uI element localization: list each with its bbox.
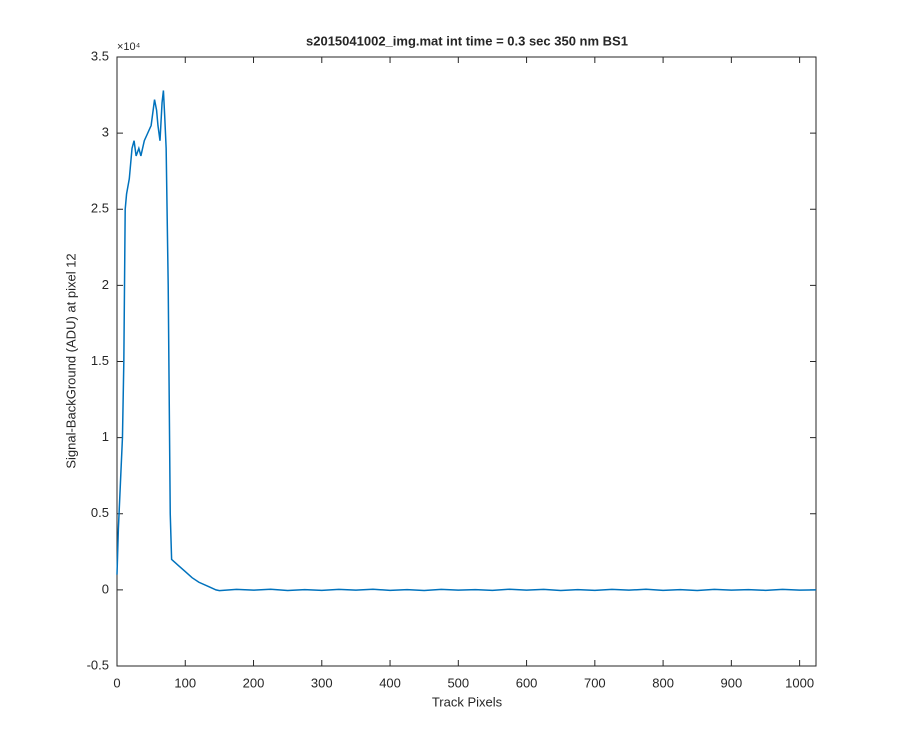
- x-axis-label: Track Pixels: [432, 694, 503, 709]
- y-tick-label: 2: [102, 277, 109, 292]
- x-tick-label: 700: [584, 675, 606, 690]
- y-tick-label: 1: [102, 429, 109, 444]
- x-tick-label: 200: [243, 675, 265, 690]
- y-axis-label: Signal-BackGround (ADU) at pixel 12: [63, 253, 78, 468]
- y-exponent-label: ×10⁴: [117, 41, 141, 53]
- data-line: [116, 90, 817, 592]
- x-tick-label: 400: [379, 675, 401, 690]
- x-tick-label: 0: [113, 675, 120, 690]
- y-tick-label: 1.5: [91, 353, 109, 368]
- x-tick-label: 500: [447, 675, 469, 690]
- x-tick-label: 600: [516, 675, 538, 690]
- y-tick-label: 0: [102, 581, 109, 596]
- y-tick-label: -0.5: [87, 657, 109, 672]
- y-tick-label: 3: [102, 125, 109, 140]
- x-tick-label: 900: [721, 675, 743, 690]
- chart-title: s2015041002_img.mat int time = 0.3 sec 3…: [306, 33, 628, 48]
- x-tick-label: 1000: [785, 675, 814, 690]
- y-tick-label: 0.5: [91, 505, 109, 520]
- plot-box: [116, 56, 817, 667]
- x-tick-label: 800: [652, 675, 674, 690]
- y-tick-label: 2.5: [91, 201, 109, 216]
- x-tick-label: 300: [311, 675, 333, 690]
- y-tick-label: 3.5: [91, 48, 109, 63]
- x-tick-label: 100: [174, 675, 196, 690]
